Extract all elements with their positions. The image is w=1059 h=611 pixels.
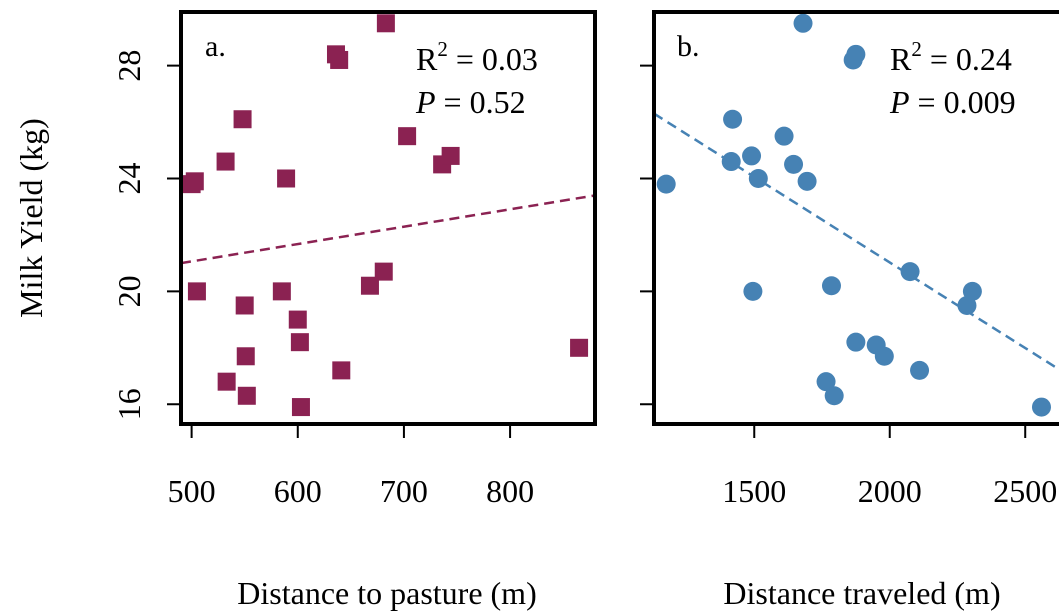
panel-b-data-point [910,360,930,380]
panel-a-x-tick-label: 500 [168,473,216,509]
panel-a-data-point [332,361,351,380]
panel-a-x-tick-label: 800 [486,473,534,509]
panel-a: a. R2 = 0.03 P = 0.52 Distance to pastur… [179,10,597,611]
panel-a-p-symbol: P [415,84,436,120]
panel-b-r2-letter: R [890,41,912,77]
panel-b-data-point [1031,397,1051,417]
panel-b-data-point [748,168,768,188]
panel-a-p: P = 0.52 [415,84,526,120]
y-axis-title: Milk Yield (kg) [13,118,49,318]
panel-a-data-point [374,262,393,281]
panel-a-data-point [290,333,309,352]
panel-a-data-point [272,282,291,301]
panel-a-data-point [237,386,256,405]
panel-b-label: b. [677,30,700,63]
panel-b: b. R2 = 0.24 P = 0.009 Distance traveled… [652,10,1059,611]
panel-a-data-point [233,110,252,129]
panel-a-r2-letter: R [416,41,438,77]
panel-a-r2-value: = 0.03 [448,41,538,77]
panel-b-p-symbol: P [889,84,910,120]
panel-b-frame [652,10,1059,426]
panel-a-data-point [330,50,349,69]
panel-b-data-point [793,13,813,33]
panel-a-p-value: = 0.52 [436,84,526,120]
panel-a-x-axis-title: Distance to pasture (m) [237,575,536,611]
panel-b-data-point [784,154,804,174]
panel-b-data-point [816,372,836,392]
panel-a-data-point [291,398,310,417]
panel-b-data-point [797,171,817,191]
panel-b-p-value: = 0.009 [910,84,1016,120]
panel-a-data-point [236,347,255,366]
panel-a-data-point [185,172,204,191]
panel-a-data-point [216,152,235,171]
panel-a-data-point [217,372,236,391]
y-tick-label: 28 [111,50,147,82]
y-tick-label: 24 [111,162,147,194]
panel-a-data-point [187,282,206,301]
panel-a-label: a. [205,30,226,63]
panel-b-x-tick-label: 2500 [993,473,1057,509]
panel-b-data-point [821,276,841,296]
panel-a-r2-sup: 2 [437,37,448,61]
panel-a-trendline [181,194,595,265]
panel-a-r2: R2 = 0.03 [416,37,538,77]
panel-b-data-point [874,346,894,366]
panel-b-r2-sup: 2 [911,37,922,61]
panel-b-p: P = 0.009 [889,84,1016,120]
panel-b-data-point [900,262,920,282]
panel-b-data-point [742,146,762,166]
panel-a-data-point [441,146,460,165]
panel-a-data-point [398,127,417,146]
panel-b-data-point [656,174,676,194]
panel-a-x-tick-label: 700 [380,473,428,509]
panel-a-data-point [570,338,589,357]
panel-a-data-point [360,276,379,295]
panel-b-data-point [723,109,743,129]
panel-a-x-tick-label: 600 [274,473,322,509]
panel-a-data-point [288,310,307,329]
panel-b-r2-value: = 0.24 [922,41,1012,77]
panel-b-x-tick-label: 2000 [858,473,922,509]
panel-b-data-point [743,281,763,301]
panel-a-data-point [376,14,395,33]
panel-b-data-point [824,386,844,406]
y-tick-label: 20 [111,275,147,307]
panel-a-frame [179,10,597,426]
panel-b-r2: R2 = 0.24 [890,37,1012,77]
panel-b-data-point [846,332,866,352]
panel-b-x-tick-label: 1500 [722,473,786,509]
panel-a-data-point [277,169,296,188]
panel-a-data-point [235,296,254,315]
panel-b-data-point [846,44,866,64]
panel-b-data-point [962,281,982,301]
panel-b-data-point [721,152,741,172]
panel-b-data-point [774,126,794,146]
y-tick-label: 16 [111,388,147,420]
panel-b-x-axis-title: Distance traveled (m) [723,575,1000,611]
